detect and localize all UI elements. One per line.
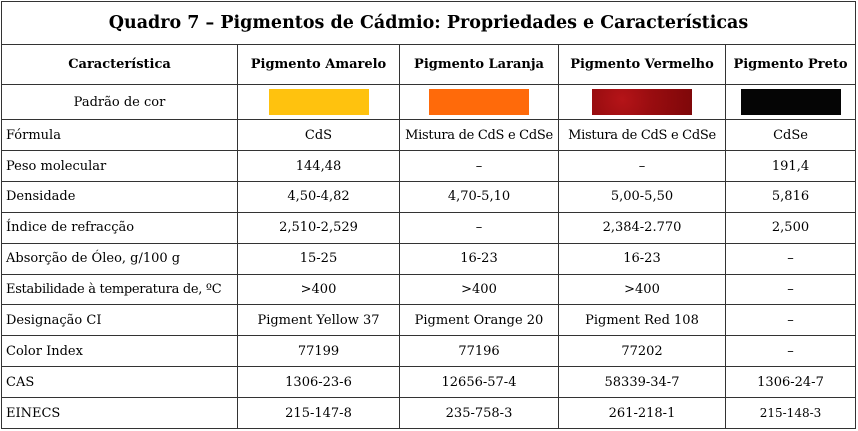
- table-cell: Mistura de CdS e CdSe: [558, 119, 726, 152]
- table-row: Color Index 77199 77196 77202 –: [1, 335, 857, 368]
- table-cell: 215-147-8: [237, 397, 400, 429]
- table-cell: –: [724, 304, 857, 337]
- table-cell: 16-23: [399, 242, 559, 275]
- table-cell: 2,500: [724, 211, 857, 244]
- table-cell: 5,00-5,50: [558, 181, 726, 213]
- column-header: Pigmento Laranja: [399, 44, 559, 86]
- row-label: EINECS: [1, 397, 238, 429]
- table-cell: –: [399, 211, 559, 244]
- table-row: Absorção de Óleo, g/100 g 15-25 16-23 16…: [1, 242, 857, 275]
- table-cell: Pigment Orange 20: [399, 304, 559, 337]
- table-cell: 1306-24-7: [724, 366, 857, 399]
- table-cell: 77196: [399, 335, 559, 368]
- table-cell: –: [399, 150, 559, 183]
- color-swatch-row: Padrão de cor: [1, 84, 857, 121]
- row-label: Fórmula: [1, 119, 238, 152]
- row-label: Índice de refracção: [1, 211, 238, 244]
- table-row: Peso molecular 144,48 – – 191,4: [1, 150, 857, 183]
- black-color-swatch: [740, 89, 841, 116]
- table-cell: >400: [558, 273, 726, 306]
- table-cell: 2,510-2,529: [237, 211, 400, 244]
- table-row: Fórmula CdS Mistura de CdS e CdSe Mistur…: [1, 119, 857, 152]
- row-label: Densidade: [1, 181, 238, 213]
- table-cell: 1306-23-6: [237, 366, 400, 399]
- table-cell: Mistura de CdS e CdSe: [399, 119, 559, 152]
- row-label: Designação CI: [1, 304, 238, 337]
- table-cell: 261-218-1: [558, 397, 726, 429]
- table-cell: 5,816: [724, 181, 857, 213]
- column-header: Pigmento Vermelho: [558, 44, 726, 86]
- table-cell: –: [724, 242, 857, 275]
- row-label: Peso molecular: [1, 150, 238, 183]
- table-cell: 77199: [237, 335, 400, 368]
- table-cell: CdSe: [724, 119, 857, 152]
- row-label: CAS: [1, 366, 238, 399]
- row-label: Estabilidade à temperatura de, ºC: [1, 273, 238, 306]
- table-cell: >400: [237, 273, 400, 306]
- table-cell: 2,384-2.770: [558, 211, 726, 244]
- table-cell: 144,48: [237, 150, 400, 183]
- table-cell: 4,50-4,82: [237, 181, 400, 213]
- table-cell: 215-148-3: [724, 397, 857, 429]
- table-cell: Pigment Yellow 37: [237, 304, 400, 337]
- table-cell: –: [558, 150, 726, 183]
- red-color-swatch: [592, 89, 692, 116]
- table-cell: 191,4: [724, 150, 857, 183]
- header-row: Característica Pigmento Amarelo Pigmento…: [1, 44, 857, 86]
- row-label: Color Index: [1, 335, 238, 368]
- table-cell: 77202: [558, 335, 726, 368]
- column-header: Pigmento Amarelo: [237, 44, 400, 86]
- table-row: Designação CI Pigment Yellow 37 Pigment …: [1, 304, 857, 337]
- table-row: Estabilidade à temperatura de, ºC >400 >…: [1, 273, 857, 306]
- table-row: CAS 1306-23-6 12656-57-4 58339-34-7 1306…: [1, 366, 857, 399]
- table-cell: 4,70-5,10: [399, 181, 559, 213]
- table-cell: 15-25: [237, 242, 400, 275]
- table-cell: >400: [399, 273, 559, 306]
- column-header: Característica: [1, 44, 238, 86]
- yellow-color-swatch: [268, 89, 369, 116]
- column-header: Pigmento Preto: [724, 44, 857, 86]
- row-label: Padrão de cor: [1, 84, 238, 121]
- table-cell: –: [724, 273, 857, 306]
- table-cell: 58339-34-7: [558, 366, 726, 399]
- table-row: Densidade 4,50-4,82 4,70-5,10 5,00-5,50 …: [1, 181, 857, 213]
- row-label: Absorção de Óleo, g/100 g: [1, 242, 238, 275]
- table-row: Índice de refracção 2,510-2,529 – 2,384-…: [1, 211, 857, 244]
- table-cell: 16-23: [558, 242, 726, 275]
- title-row: Quadro 7 – Pigmentos de Cádmio: Propried…: [0, 0, 857, 46]
- table-cell: –: [724, 335, 857, 368]
- table-cell: CdS: [237, 119, 400, 152]
- table-cell: 12656-57-4: [399, 366, 559, 399]
- orange-color-swatch: [429, 89, 529, 116]
- table-cell: 235-758-3: [399, 397, 559, 429]
- table-cell: Pigment Red 108: [558, 304, 726, 337]
- table-row: EINECS 215-147-8 235-758-3 261-218-1 215…: [1, 397, 857, 429]
- table-title: Quadro 7 – Pigmentos de Cádmio: Propried…: [0, 0, 857, 46]
